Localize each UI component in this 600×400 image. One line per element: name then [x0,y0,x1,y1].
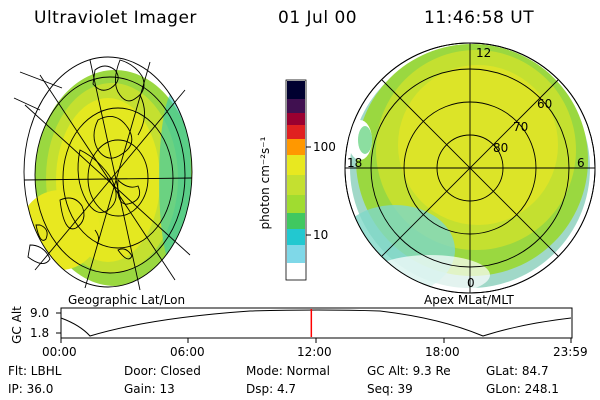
colorbar-gradient [285,79,311,281]
x-tick-0000: 00:00 [42,345,77,359]
status-glat: GLat: 84.7 [486,364,549,378]
colorbar-tick-10: 10 [313,228,329,242]
mlt-label-12: 12 [476,46,492,60]
status-gain: Gain: 13 [124,382,175,396]
instrument-title: Ultraviolet Imager [34,8,197,28]
x-tick-0600: 06:00 [170,345,205,359]
colorbar-tick-100: 100 [313,140,336,154]
right-panel-caption: Apex MLat/MLT [424,293,514,307]
altitude-ytick-high: 9.0 [30,306,50,320]
mlt-label-6: 6 [577,156,585,170]
status-glon: GLon: 248.1 [486,382,559,396]
x-tick-1200: 12:00 [297,345,332,359]
altitude-ylabel: GC Alt [10,306,24,344]
left-panel-caption: Geographic Lat/Lon [68,293,186,307]
status-gc-alt: GC Alt: 9.3 Re [367,364,451,378]
date-label: 01 Jul 00 [278,8,358,28]
status-ip: IP: 36.0 [8,382,54,396]
status-dsp: Dsp: 4.7 [246,382,297,396]
colorbar-unit-label: photon cm⁻²s⁻¹ [258,136,272,230]
status-mode: Mode: Normal [246,364,330,378]
x-tick-1800: 18:00 [425,345,460,359]
mlt-label-18: 18 [347,156,363,170]
status-filter: Flt: LBHL [8,364,62,378]
time-label: 11:46:58 UT [424,8,535,28]
altitude-ytick-low: 1.8 [30,326,50,340]
altitude-plot [56,307,573,343]
mlat-label-70: 70 [513,120,529,134]
x-tick-2359: 23:59 [553,345,588,359]
mlat-label-80: 80 [493,141,509,155]
status-door: Door: Closed [124,364,201,378]
mlat-label-60: 60 [537,97,553,111]
status-seq: Seq: 39 [367,382,413,396]
mlt-label-0: 0 [467,276,475,290]
